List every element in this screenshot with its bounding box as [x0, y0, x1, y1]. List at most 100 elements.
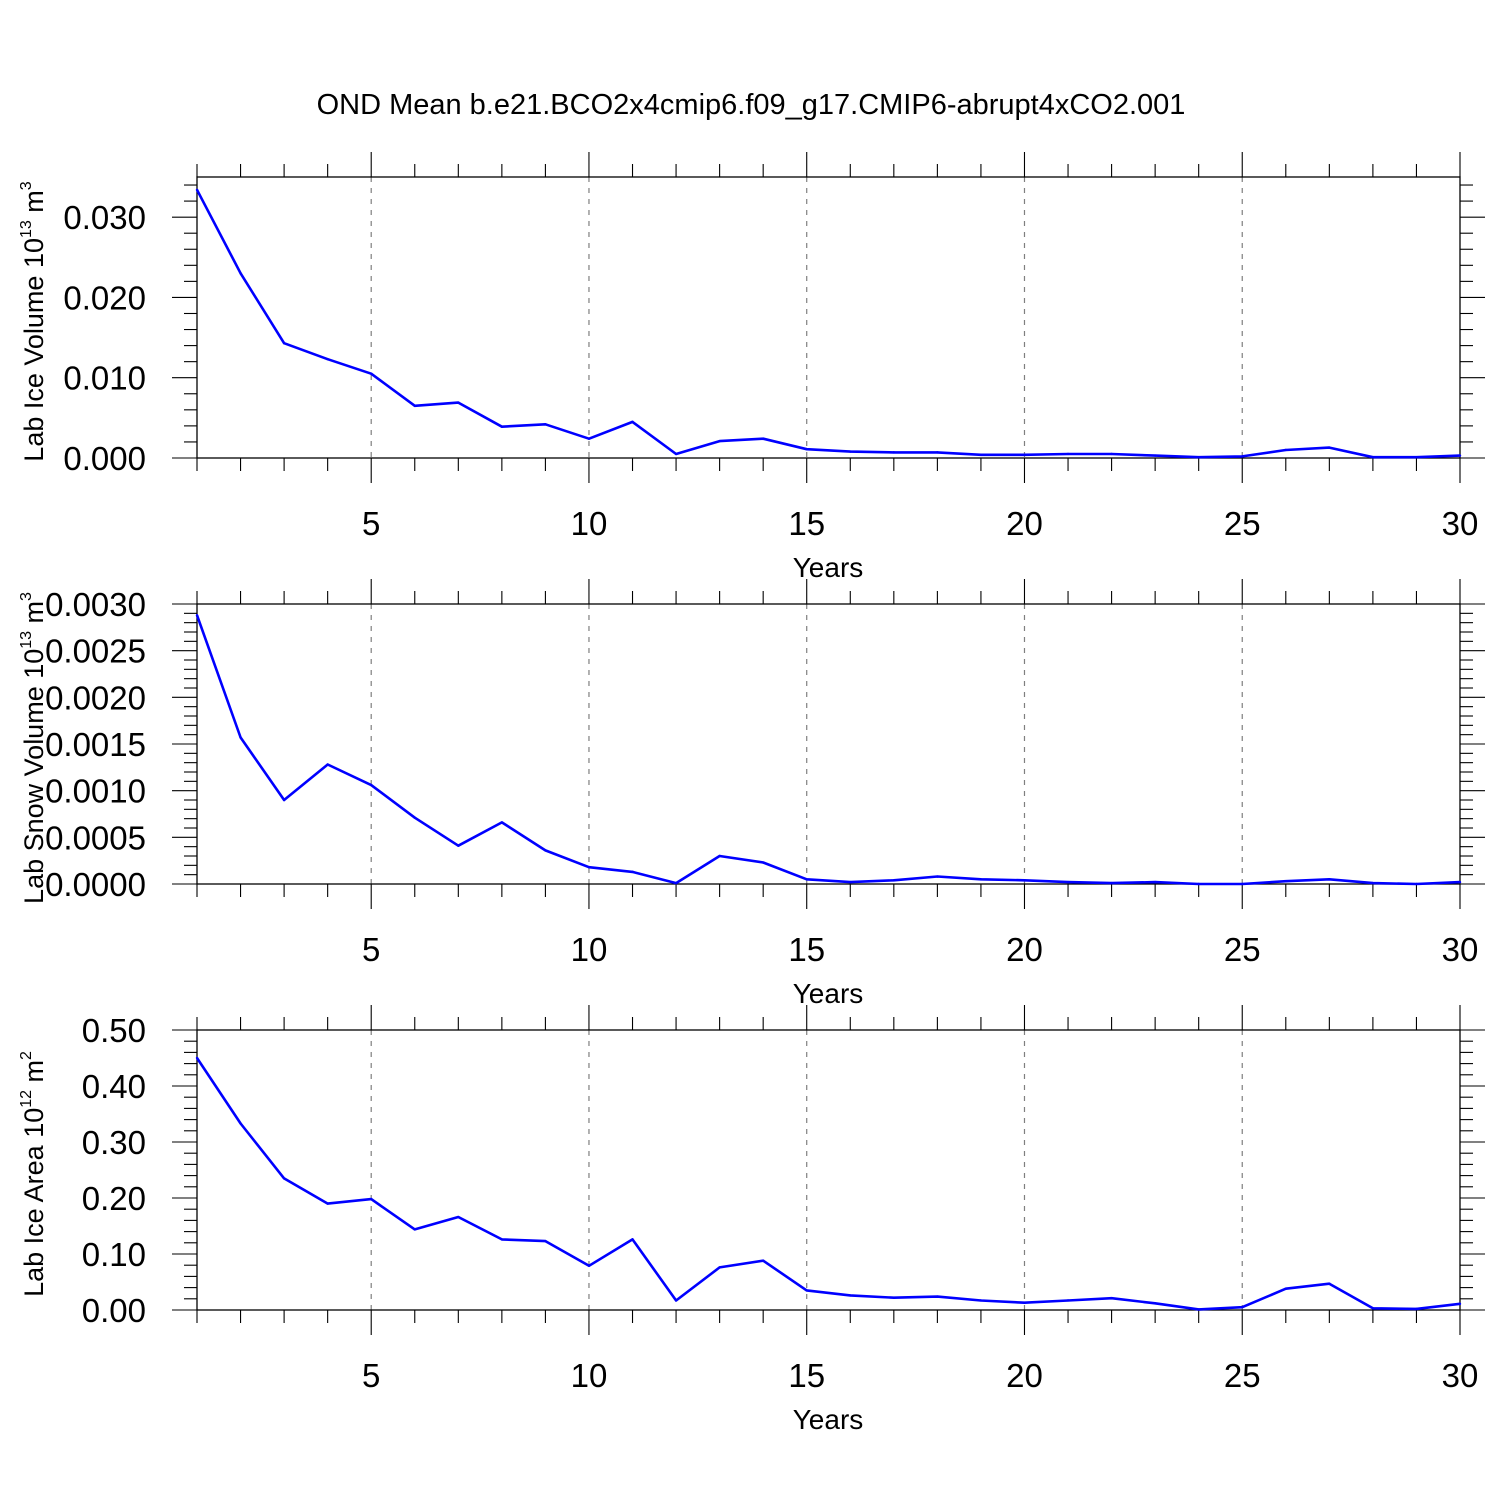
data-point [413, 1228, 416, 1231]
data-point [1371, 1307, 1375, 1310]
data-point [674, 1299, 678, 1302]
figure-title: OND Mean b.e21.BCO2x4cmip6.f09_g17.CMIP6… [317, 89, 1186, 121]
data-point [979, 878, 983, 881]
y-tick-label: 0.010 [63, 360, 146, 397]
data-point [326, 358, 329, 361]
data-point [370, 1197, 373, 1201]
data-point [1153, 1302, 1157, 1305]
data-point [282, 1177, 286, 1180]
data-point [282, 798, 286, 802]
data-point [761, 437, 765, 440]
x-axis-label: Years [793, 1404, 864, 1435]
series-line [195, 189, 1461, 459]
data-point [718, 439, 721, 443]
y-axis-label-unit: m [19, 1060, 49, 1090]
chart-panel-3: 0.00 0.10 0.20 0.30 0.40 0.50 5 10 15 20 25 30 Years… [18, 1005, 1485, 1435]
data-point [1415, 455, 1418, 459]
chart-panel-1: 0.000 0.010 0.020 0.030 5 10 15 20 25 30 Years Lab … [18, 152, 1485, 583]
data-point [761, 861, 765, 864]
data-point [326, 763, 329, 766]
x-axis-label: Years [793, 552, 864, 583]
data-point [718, 854, 721, 858]
y-axis-label-unit: m [19, 190, 49, 220]
y-axis-label-exponent: 13 [18, 631, 35, 649]
data-point [457, 844, 460, 847]
data-point [1153, 454, 1157, 457]
data-point [1284, 448, 1287, 452]
data-point [1023, 1301, 1026, 1304]
series-line [195, 1057, 1461, 1311]
data-point [544, 849, 547, 852]
data-point [1284, 880, 1287, 883]
data-point [631, 870, 634, 874]
data-point [1284, 1287, 1287, 1290]
data-point [413, 404, 416, 408]
x-tick-label: 25 [1224, 931, 1261, 968]
data-point [1197, 1308, 1200, 1311]
y-tick-label: 0.0010 [45, 773, 146, 810]
data-point [1241, 882, 1244, 886]
x-tick-label: 20 [1006, 1357, 1043, 1394]
y-tick-label: 0.0000 [45, 866, 146, 903]
data-point [1458, 1302, 1462, 1306]
data-point [1415, 1307, 1418, 1311]
plot-frame [196, 1029, 1461, 1311]
data-point [457, 401, 460, 404]
y-axis-label-text: Lab Ice Area 10 [19, 1108, 49, 1297]
data-point [979, 453, 983, 456]
data-point [892, 451, 896, 454]
data-point [587, 437, 591, 440]
y-axis-label-unit-exponent: 3 [18, 592, 35, 601]
data-point [892, 879, 896, 882]
data-point [457, 1215, 460, 1219]
y-tick-label: 0.00 [82, 1292, 146, 1329]
data-point [1066, 880, 1070, 884]
data-point [631, 1238, 634, 1241]
data-point [282, 341, 286, 345]
data-point [587, 866, 591, 869]
data-point [587, 1264, 591, 1267]
x-tick-label: 5 [362, 931, 380, 968]
data-point [195, 614, 199, 617]
y-axis-label-text: Lab Snow Volume 10 [19, 649, 49, 904]
data-point [1110, 452, 1113, 456]
y-axis-label-exponent: 12 [18, 1090, 35, 1108]
data-point [1066, 1299, 1070, 1302]
y-tick-label: 0.000 [63, 440, 146, 477]
data-point [500, 1238, 504, 1241]
data-point [544, 1239, 547, 1243]
data-point [1328, 446, 1331, 449]
data-point [674, 452, 678, 456]
data-point [195, 188, 199, 192]
data-point [195, 1056, 199, 1060]
data-point [1110, 881, 1113, 885]
x-tick-label: 25 [1224, 505, 1261, 542]
data-point [500, 821, 504, 824]
plot-frame [196, 603, 1461, 885]
x-tick-label: 15 [788, 931, 825, 968]
y-tick-label: 0.20 [82, 1180, 146, 1217]
y-tick-label: 0.020 [63, 279, 146, 316]
data-point [805, 878, 808, 881]
y-axis-label-unit-exponent: 2 [18, 1051, 35, 1060]
data-point [239, 736, 242, 739]
y-axis-label-exponent: 13 [18, 220, 35, 238]
plot-frame [196, 176, 1461, 459]
data-point [1371, 881, 1375, 885]
x-axis-label: Years [793, 978, 864, 1009]
data-point [1371, 455, 1375, 459]
data-point [718, 1266, 721, 1269]
x-tick-label: 30 [1442, 1357, 1479, 1394]
data-point [761, 1259, 765, 1262]
x-tick-label: 15 [788, 505, 825, 542]
x-tick-label: 10 [571, 505, 608, 542]
data-point [1153, 880, 1157, 884]
data-point [1110, 1297, 1113, 1300]
y-tick-label: 0.0030 [45, 586, 146, 623]
x-tick-label: 10 [571, 1357, 608, 1394]
data-point [849, 450, 852, 453]
x-tick-label: 25 [1224, 1357, 1261, 1394]
data-point [936, 451, 939, 454]
